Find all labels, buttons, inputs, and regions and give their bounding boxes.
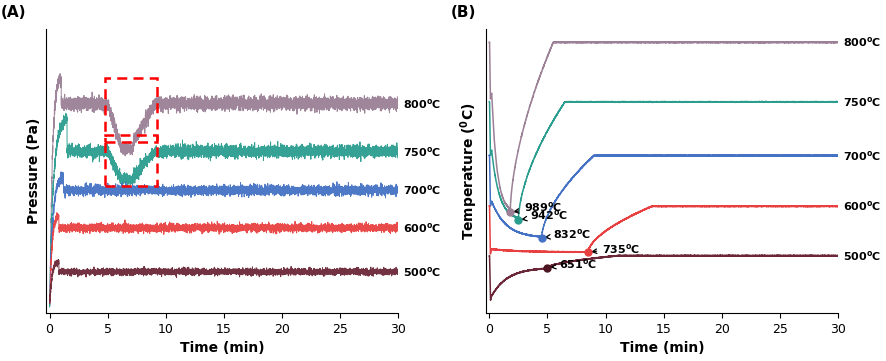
Text: 989$^{\mathregular{o}}$C: 989$^{\mathregular{o}}$C (515, 200, 563, 214)
Text: 832$^{\mathregular{o}}$C: 832$^{\mathregular{o}}$C (546, 227, 592, 241)
Text: 500$^{\mathregular{o}}$C: 500$^{\mathregular{o}}$C (403, 265, 441, 279)
Text: (B): (B) (451, 5, 476, 20)
Text: 651$^{\mathregular{o}}$C: 651$^{\mathregular{o}}$C (552, 257, 597, 271)
Text: 942$^{\mathregular{o}}$C: 942$^{\mathregular{o}}$C (523, 208, 568, 222)
X-axis label: Time (min): Time (min) (180, 342, 265, 356)
Text: 500$^{\mathregular{o}}$C: 500$^{\mathregular{o}}$C (843, 249, 881, 263)
Text: 600$^{\mathregular{o}}$C: 600$^{\mathregular{o}}$C (403, 221, 441, 235)
Y-axis label: Pressure (Pa): Pressure (Pa) (27, 118, 41, 224)
Text: 735$^{\mathregular{o}}$C: 735$^{\mathregular{o}}$C (592, 242, 641, 256)
Text: 800$^{\mathregular{o}}$C: 800$^{\mathregular{o}}$C (843, 35, 881, 49)
Text: 600$^{\mathregular{o}}$C: 600$^{\mathregular{o}}$C (843, 199, 881, 213)
Text: 750$^{\mathregular{o}}$C: 750$^{\mathregular{o}}$C (843, 95, 881, 109)
Text: 700$^{\mathregular{o}}$C: 700$^{\mathregular{o}}$C (403, 183, 441, 197)
Text: 700$^{\mathregular{o}}$C: 700$^{\mathregular{o}}$C (843, 149, 881, 162)
Y-axis label: Temperature ($\mathregular{^{0}}$C): Temperature ($\mathregular{^{0}}$C) (459, 102, 480, 240)
Text: (A): (A) (0, 5, 26, 20)
Bar (105, 78, 157, 143)
Text: 800$^{\mathregular{o}}$C: 800$^{\mathregular{o}}$C (403, 97, 441, 111)
Text: 750$^{\mathregular{o}}$C: 750$^{\mathregular{o}}$C (403, 144, 441, 158)
X-axis label: Time (min): Time (min) (619, 342, 704, 356)
Bar (105, 135, 157, 186)
